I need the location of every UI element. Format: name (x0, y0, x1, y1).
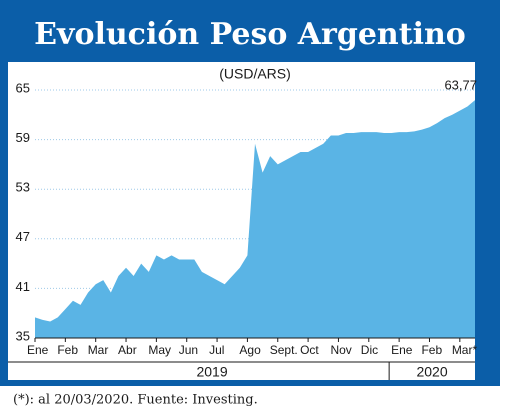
footnote: (*): al 20/03/2020. Fuente: Investing. (13, 393, 258, 408)
y-tick-label: 59 (16, 130, 30, 145)
value-label: 63,77 (444, 78, 477, 93)
x-tick-label: Dic (361, 343, 378, 357)
x-tick-label: Sept. (270, 343, 298, 357)
y-tick-label: 53 (16, 180, 30, 195)
x-tick-label: May (148, 343, 171, 357)
y-tick-label: 41 (16, 279, 30, 294)
x-tick-label: Ago (239, 343, 261, 357)
x-tick-label: Jul (209, 343, 224, 357)
x-tick-label: Ene (27, 343, 49, 357)
area (35, 100, 475, 338)
x-tick-label: Jun (179, 343, 198, 357)
x-tick-label: Abr (118, 343, 137, 357)
x-tick-label: Mar* (452, 343, 478, 357)
chart-subtitle: (USD/ARS) (219, 66, 291, 82)
x-tick-label: Mar (88, 343, 109, 357)
y-tick-label: 65 (16, 80, 30, 95)
y-tick-label: 47 (16, 229, 30, 244)
chart-title: Evolución Peso Argentino (34, 17, 466, 52)
x-tick-label: Nov (330, 343, 351, 357)
year-label: 2020 (416, 364, 447, 380)
year-label: 2019 (196, 364, 227, 380)
x-tick-label: Ene (391, 343, 413, 357)
y-tick-label: 35 (16, 328, 30, 343)
x-tick-label: Feb (421, 343, 442, 357)
x-tick-label: Oct (300, 343, 319, 357)
x-tick-label: Feb (57, 343, 78, 357)
